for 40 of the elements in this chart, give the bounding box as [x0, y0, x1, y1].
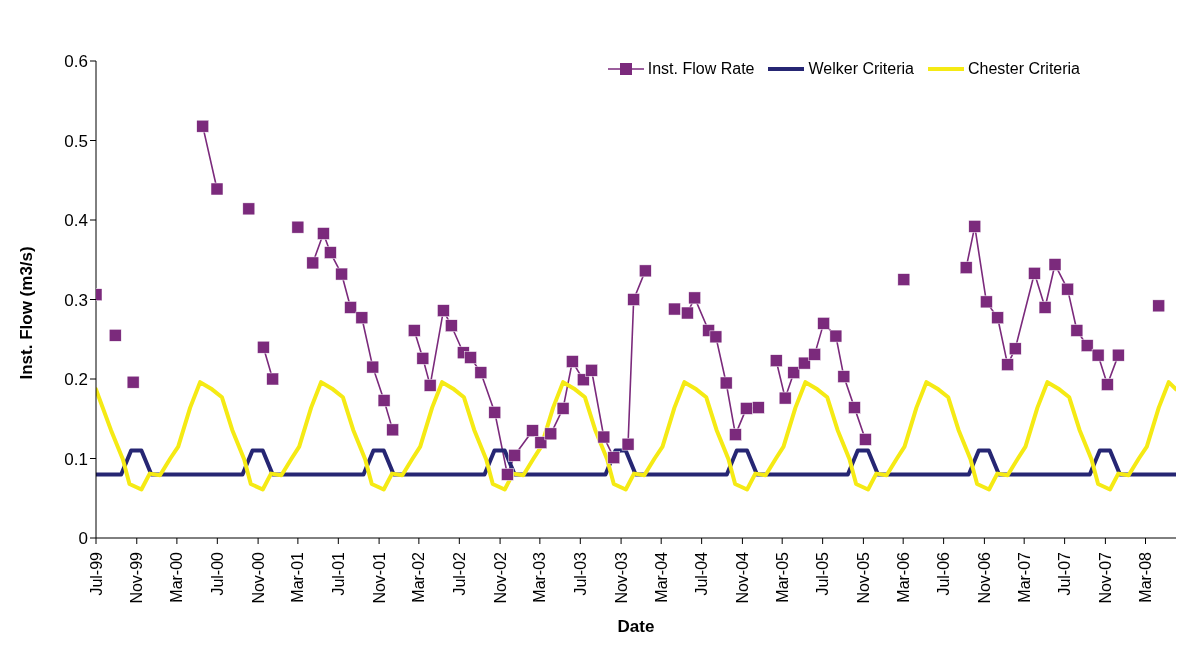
x-tick-label: Jul-05	[814, 551, 832, 596]
y-tick-label: 0.5	[64, 131, 88, 151]
x-tick-label: Nov-00	[249, 551, 267, 604]
x-tick-label: Nov-04	[733, 551, 751, 604]
x-tick-label: Jul-06	[935, 551, 953, 596]
y-tick-label: 0.6	[64, 52, 88, 72]
x-tick-label: Nov-03	[612, 551, 630, 604]
y-axis-title: Inst. Flow (m3/s)	[17, 246, 37, 380]
legend-label: Chester Criteria	[967, 60, 1080, 78]
x-tick-label: Jul-02	[450, 551, 468, 596]
x-tick-label: Nov-06	[975, 551, 993, 604]
x-tick-label: Jul-00	[208, 551, 226, 596]
x-tick-label: Jul-07	[1056, 551, 1074, 596]
x-tick-label: Mar-06	[894, 551, 912, 603]
line-series	[96, 380, 1176, 492]
x-tick-label: Mar-08	[1137, 551, 1154, 603]
x-tick-label: Jul-03	[571, 551, 589, 596]
x-tick-label: Mar-07	[1015, 551, 1033, 603]
x-tick-label: Mar-00	[168, 551, 186, 603]
x-tick-label: Nov-01	[370, 551, 388, 604]
x-tick-label: Mar-01	[289, 551, 307, 603]
x-tick-label: Jul-99	[87, 551, 105, 596]
x-tick-label: Nov-07	[1096, 551, 1114, 604]
y-tick-label: 0.2	[64, 370, 88, 390]
x-tick-label: Mar-02	[410, 551, 428, 603]
x-tick-label: Nov-99	[128, 551, 146, 604]
x-tick-label: Mar-04	[652, 551, 670, 603]
y-tick-label: 0	[78, 529, 88, 549]
legend-label: Welker Criteria	[808, 60, 914, 78]
x-axis-title: Date	[617, 617, 655, 636]
y-tick-label: 0.4	[64, 211, 88, 231]
x-tick-label: Mar-03	[531, 551, 549, 603]
x-tick-label: Nov-05	[854, 551, 872, 604]
y-tick-label: 0.3	[64, 290, 88, 310]
x-tick-label: Nov-02	[491, 551, 509, 604]
y-tick-label: 0.1	[64, 449, 88, 469]
x-tick-label: Mar-05	[773, 551, 791, 603]
x-tick-label: Jul-04	[693, 551, 711, 596]
legend-label: Inst. Flow Rate	[647, 60, 755, 78]
x-tick-label: Jul-01	[329, 551, 347, 596]
